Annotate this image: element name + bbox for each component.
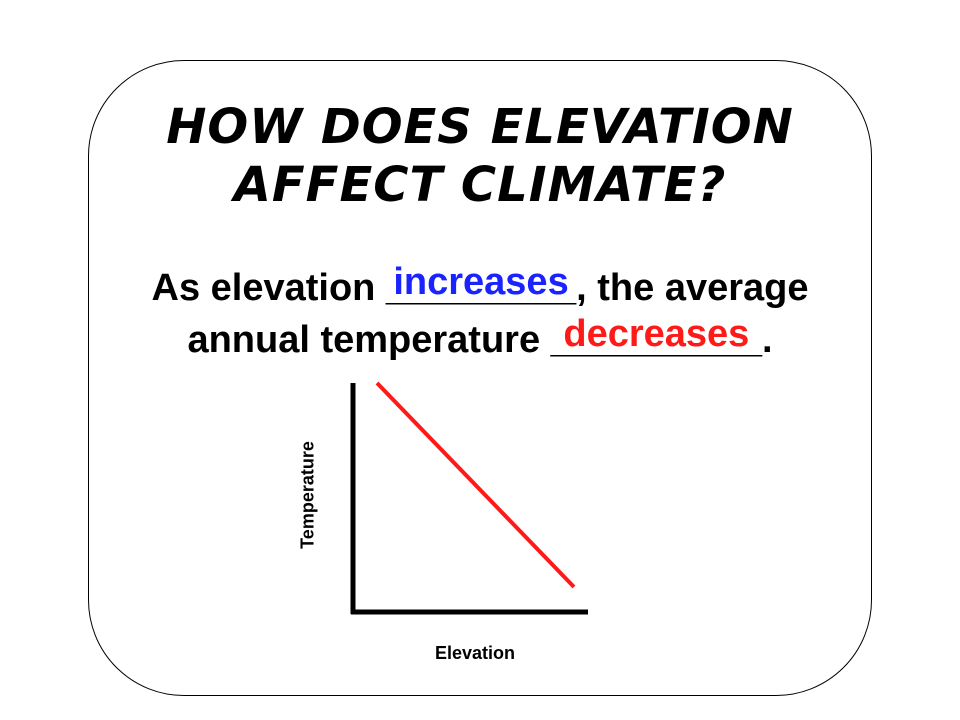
fill-in-sentence: As elevation _________ increases, the ave… [0,261,960,366]
blank-2: __________ decreases [550,313,762,366]
trend-line-0 [375,381,576,589]
x-axis-label: Elevation [434,643,516,663]
y-axis-label: Temperature [297,441,318,549]
blank-1: _________ increases [385,261,577,314]
blank-1-underscores: _________ [385,267,577,309]
title-line-2: affect climate? [233,157,727,213]
sentence-text-3: annual temperature [187,319,551,361]
slide-title: How does elevation affect climate? [0,98,960,214]
slide-frame [88,60,872,696]
title-line-1: How does elevation [166,99,794,155]
sentence-line-1: As elevation _________ increases, the ave… [0,261,960,314]
sentence-line-2: annual temperature __________ decreases. [0,313,960,366]
sentence-text-2: , the average [576,267,809,309]
blank-2-underscores: __________ [550,319,762,361]
answer-increases: increases [393,261,569,303]
series-layer [375,381,576,589]
sentence-text-1: As elevation [151,267,386,309]
sentence-text-4: . [762,319,773,361]
answer-decreases: decreases [563,313,750,355]
